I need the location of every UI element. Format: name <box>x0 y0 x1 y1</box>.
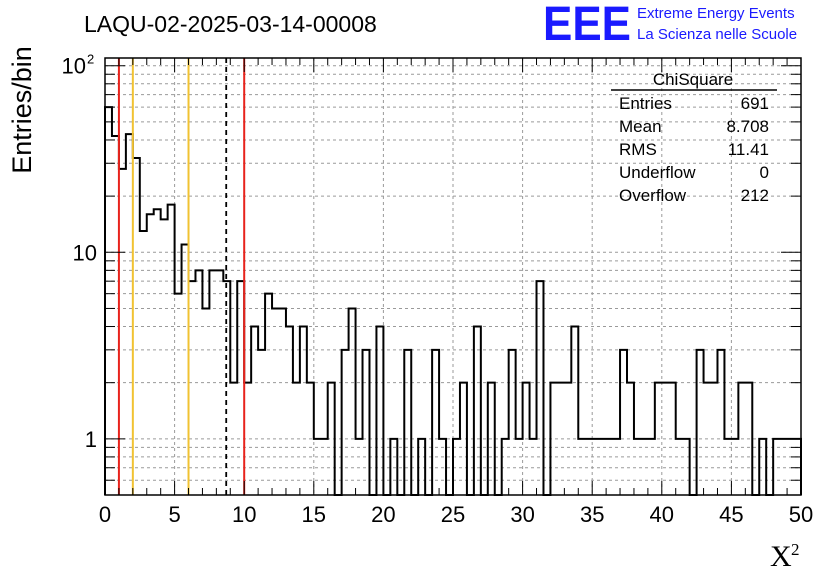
x-tick-label: 35 <box>580 502 604 527</box>
x-tick-label: 0 <box>99 502 111 527</box>
stats-title: ChiSquare <box>653 70 733 89</box>
stats-label-entries: Entries <box>619 94 672 113</box>
vertical-lines <box>117 58 246 495</box>
stats-value-rms: 11.41 <box>728 140 769 159</box>
x-tick-label: 10 <box>232 502 256 527</box>
y-tick-label: 10 <box>62 54 86 79</box>
x-tick-label: 45 <box>719 502 743 527</box>
stats-value-overflow: 212 <box>741 186 769 205</box>
x-axis-label: X 2 <box>770 540 800 572</box>
x-tick-label: 15 <box>302 502 326 527</box>
stats-box: ChiSquare Entries 691 Mean 8.708 RMS 11.… <box>611 70 777 205</box>
x-tick-label: 5 <box>168 502 180 527</box>
y-tick-label: 1 <box>85 427 97 452</box>
stats-value-mean: 8.708 <box>726 117 769 136</box>
x-axis-label-text: X <box>770 540 792 572</box>
y-tick-label-exponent: 2 <box>87 52 94 67</box>
x-axis-label-superscript: 2 <box>791 540 800 559</box>
x-tick-label: 30 <box>510 502 534 527</box>
y-tick-label: 10 <box>73 240 97 265</box>
eee-logo: EEE <box>543 0 631 51</box>
stats-label-overflow: Overflow <box>619 186 687 205</box>
stats-label-mean: Mean <box>619 117 662 136</box>
logo-line-2: La Scienza nelle Scuole <box>637 26 797 43</box>
y-axis-label: Entries/bin <box>7 46 37 174</box>
stats-label-rms: RMS <box>619 140 657 159</box>
stats-value-entries: 691 <box>741 94 769 113</box>
logo-line-1: Extreme Energy Events <box>637 5 795 22</box>
stats-value-underflow: 0 <box>760 163 769 182</box>
x-tick-label: 40 <box>650 502 674 527</box>
x-tick-label: 20 <box>371 502 395 527</box>
chart-title: LAQU-02-2025-03-14-00008 <box>84 11 377 37</box>
stats-label-underflow: Underflow <box>619 163 696 182</box>
x-tick-label: 50 <box>789 502 813 527</box>
x-tick-label: 25 <box>441 502 465 527</box>
